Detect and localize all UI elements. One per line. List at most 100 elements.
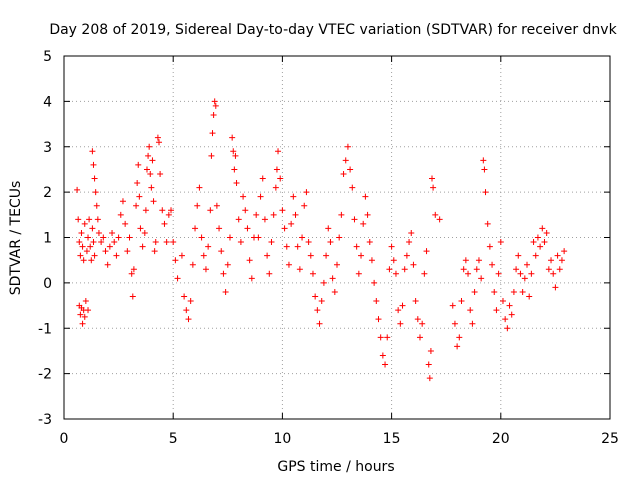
- data-point: [281, 225, 288, 232]
- data-point: [181, 293, 188, 300]
- data-point: [285, 261, 292, 268]
- data-point: [78, 229, 85, 236]
- data-point: [320, 279, 327, 286]
- data-point: [419, 320, 426, 327]
- data-point: [211, 98, 218, 105]
- data-point: [152, 239, 159, 246]
- data-point: [303, 189, 310, 196]
- data-point: [473, 266, 480, 273]
- data-point: [429, 175, 436, 182]
- data-point: [218, 248, 225, 255]
- data-point: [430, 184, 437, 191]
- data-point: [397, 320, 404, 327]
- data-point: [412, 298, 419, 305]
- data-point: [196, 184, 203, 191]
- data-point: [561, 248, 568, 255]
- data-point: [416, 334, 423, 341]
- data-point: [277, 175, 284, 182]
- data-point: [467, 307, 474, 314]
- data-point: [139, 243, 146, 250]
- data-point: [86, 216, 93, 223]
- y-tick-label: 2: [43, 185, 52, 201]
- data-point: [192, 225, 199, 232]
- data-point: [213, 202, 220, 209]
- data-point: [426, 375, 433, 382]
- data-point: [109, 229, 116, 236]
- y-tick-label: -3: [38, 412, 52, 428]
- data-point: [119, 198, 126, 205]
- data-point: [134, 180, 141, 187]
- data-point: [508, 311, 515, 318]
- data-point: [85, 307, 92, 314]
- data-point: [465, 270, 472, 277]
- y-tick-label: 0: [43, 276, 52, 292]
- data-point: [257, 193, 264, 200]
- data-point: [83, 248, 90, 255]
- data-point: [355, 270, 362, 277]
- data-point: [255, 234, 262, 241]
- data-point: [410, 261, 417, 268]
- data-point: [92, 189, 99, 196]
- data-point: [117, 211, 124, 218]
- data-point: [318, 298, 325, 305]
- data-point: [342, 157, 349, 164]
- data-point: [146, 143, 153, 150]
- x-tick-label: 15: [383, 431, 401, 447]
- data-point: [414, 316, 421, 323]
- data-point: [283, 243, 290, 250]
- data-point: [261, 216, 268, 223]
- data-point: [299, 234, 306, 241]
- data-point: [530, 239, 537, 246]
- data-point: [334, 261, 340, 268]
- x-tick-label: 25: [601, 431, 619, 447]
- data-point: [210, 111, 217, 118]
- data-point: [371, 279, 378, 286]
- data-point: [235, 216, 242, 223]
- y-tick-label: 4: [43, 94, 52, 110]
- data-point: [534, 234, 541, 241]
- data-point: [156, 139, 163, 146]
- data-point: [79, 320, 86, 327]
- data-point: [240, 193, 247, 200]
- data-point: [454, 343, 461, 350]
- data-point: [314, 307, 321, 314]
- data-point: [517, 270, 524, 277]
- data-point: [183, 307, 190, 314]
- data-point: [163, 239, 170, 246]
- data-point: [329, 275, 336, 282]
- data-point: [212, 102, 219, 109]
- data-point: [390, 257, 397, 264]
- data-point: [231, 166, 238, 173]
- data-point: [88, 257, 95, 264]
- data-point: [427, 347, 434, 354]
- data-point: [90, 161, 97, 168]
- data-point: [451, 320, 458, 327]
- data-point: [142, 207, 149, 214]
- data-point: [89, 225, 96, 232]
- x-axis-label: GPS time / hours: [277, 459, 394, 475]
- data-point: [552, 284, 559, 291]
- chart-title: Day 208 of 2019, Sidereal Day-to-day VTE…: [49, 22, 617, 38]
- data-point: [270, 211, 277, 218]
- data-point: [259, 175, 266, 182]
- data-point: [246, 257, 253, 264]
- data-point: [75, 216, 82, 223]
- data-point: [128, 270, 135, 277]
- data-point: [478, 275, 485, 282]
- data-point: [353, 243, 360, 250]
- data-point: [168, 207, 175, 214]
- data-point: [244, 225, 251, 232]
- data-point: [515, 252, 522, 259]
- data-point: [399, 302, 406, 309]
- data-point: [275, 148, 282, 155]
- data-point: [151, 248, 158, 255]
- data-point: [368, 257, 375, 264]
- data-point: [312, 293, 319, 300]
- data-point: [351, 216, 358, 223]
- data-point: [449, 302, 456, 309]
- data-point: [475, 257, 482, 264]
- data-point: [471, 288, 478, 295]
- data-point: [366, 239, 373, 246]
- data-point: [137, 225, 144, 232]
- data-point: [499, 298, 506, 305]
